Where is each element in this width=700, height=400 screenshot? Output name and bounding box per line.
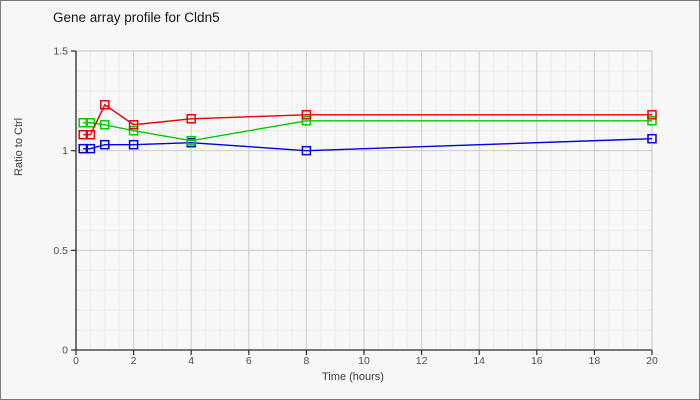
green-series-point-marker (100, 120, 110, 130)
red-series-point-marker (85, 129, 96, 140)
y-tick-label: 0.5 (53, 245, 68, 257)
x-tick-label: 16 (531, 355, 543, 367)
x-tick-label: 0 (73, 355, 79, 367)
blue-series-point-marker (100, 139, 110, 150)
x-tick-label: 18 (589, 355, 601, 367)
x-tick-label: 4 (188, 355, 194, 367)
blue-series-point-marker (301, 145, 312, 156)
x-tick-label: 8 (303, 355, 309, 367)
y-tick-label: 1.5 (53, 46, 68, 58)
x-tick-label: 20 (646, 355, 658, 367)
green-series-point-marker (301, 116, 312, 126)
chart-title: Gene array profile for Cldn5 (53, 10, 220, 25)
red-series-point-marker (186, 114, 196, 124)
red-series-point-marker (128, 120, 139, 130)
green-series-point-marker (128, 125, 139, 136)
red-series-line (83, 103, 652, 136)
x-tick-label: 6 (246, 355, 252, 367)
green-series-point-marker (186, 135, 196, 146)
red-series-point-marker (301, 110, 312, 120)
y-axis-label: Ratio to Ctrl (13, 117, 25, 176)
y-tick-label: 1 (62, 145, 68, 157)
red-series-point-marker (100, 100, 110, 110)
red-series-point-marker (78, 129, 88, 140)
blue-series-point-marker (647, 133, 657, 144)
x-tick-label: 12 (416, 355, 428, 367)
x-tick-label: 14 (473, 355, 485, 367)
red-series-point-marker (647, 110, 657, 120)
x-tick-label: 10 (358, 355, 370, 367)
blue-series-point-marker (78, 143, 88, 154)
x-axis-label: Time (hours) (322, 371, 384, 383)
blue-series-point-marker (85, 143, 96, 154)
y-tick-label: 0 (62, 345, 68, 357)
blue-series-point-marker (128, 139, 139, 150)
x-tick-label: 2 (131, 355, 137, 367)
blue-series-line (83, 138, 653, 152)
green-series-point-marker (78, 118, 88, 128)
green-series-point-marker (647, 116, 657, 126)
green-series-line (83, 120, 652, 142)
green-series-point-marker (85, 118, 96, 128)
